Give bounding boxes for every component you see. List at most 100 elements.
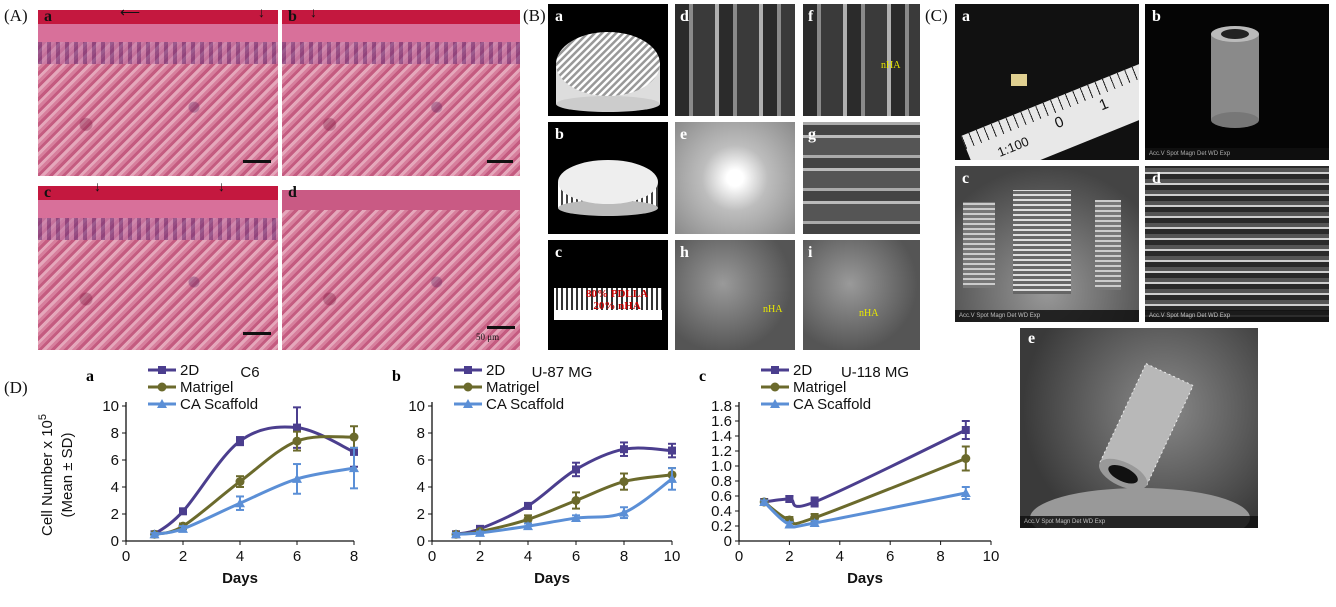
histology-image-c: [38, 180, 278, 350]
y-tick-label: 0.4: [711, 503, 732, 520]
data-point-marker: [293, 423, 301, 432]
y-axis-title: Cell Number x 105: [37, 414, 56, 536]
data-point-marker: [960, 488, 971, 497]
sublabel-a-a: a: [44, 8, 52, 25]
sublabel-c-c: c: [962, 170, 970, 187]
scaffold-disk-striped: [556, 32, 660, 112]
data-point-marker: [149, 529, 160, 539]
data-point-marker: [961, 454, 971, 463]
x-tick-label: 8: [350, 548, 358, 565]
y-tick-label: 0: [417, 533, 425, 550]
x-tick-label: 4: [836, 548, 844, 565]
data-point-marker: [785, 495, 794, 503]
y-tick-label: 8: [417, 425, 425, 442]
tube-drawing: [1211, 26, 1259, 128]
series-line-matrigel: [154, 435, 355, 536]
cad-image-a: [548, 4, 668, 116]
data-point-marker: [463, 382, 473, 392]
x-tick-label: 6: [886, 548, 894, 565]
data-point-marker: [157, 382, 167, 392]
cad-image-b: [548, 122, 668, 234]
x-tick-label: 0: [122, 548, 130, 565]
chart-panel-letter: a: [86, 368, 94, 385]
x-tick-label: 10: [664, 548, 681, 565]
x-tick-label: 8: [936, 548, 944, 565]
y-tick-label: 10: [102, 398, 119, 415]
sublabel-a-b: b: [288, 8, 297, 25]
y-tick-label: 0.6: [711, 488, 732, 505]
data-point-marker: [236, 437, 244, 446]
y-tick-label: 0: [111, 533, 119, 550]
nha-label: nHA: [763, 304, 783, 315]
sem-info-bar: Acc.V Spot Magn Det WD Exp: [1145, 148, 1329, 160]
nha-label: nHA: [859, 308, 879, 319]
panel-b-label: (B): [523, 6, 546, 25]
y-tick-label: 1.0: [711, 458, 732, 475]
data-point-marker: [179, 507, 187, 516]
x-tick-label: 10: [983, 548, 1000, 565]
data-point-marker: [571, 513, 581, 523]
chart-panel-letter: b: [392, 368, 401, 385]
data-point-marker: [475, 527, 485, 537]
y-tick-label: 1.8: [711, 398, 732, 415]
y-tick-label: 0.8: [711, 473, 732, 490]
arrow-down-icon: ↓: [258, 4, 265, 20]
data-point-marker: [524, 501, 532, 510]
y-tick-label: 1.4: [711, 428, 732, 445]
panel-a-label: (A): [4, 6, 28, 25]
data-point-marker: [157, 399, 167, 408]
panel-d-label: (D): [4, 378, 28, 397]
data-point-marker: [771, 366, 779, 374]
legend-label: 2D: [793, 362, 812, 379]
chart-title: U-118 MG: [841, 364, 909, 381]
y-tick-label: 2: [111, 506, 119, 523]
data-point-marker: [784, 519, 795, 529]
data-point-marker: [158, 366, 166, 374]
ruler: 1:100 0 1 2: [961, 49, 1139, 160]
histology-image-a: [38, 4, 278, 176]
data-point-marker: [178, 523, 188, 533]
data-point-marker: [235, 498, 245, 508]
sem-image-d: [675, 4, 795, 116]
sem-image-i: nHA: [803, 240, 920, 350]
data-point-marker: [523, 521, 533, 531]
x-tick-label: 8: [620, 548, 628, 565]
cad-image-c: 80% PDLLA 20% nHA: [548, 240, 668, 350]
sem-image-d: Acc.V Spot Magn Det WD Exp: [1145, 166, 1329, 322]
y-axis-title-line2: (Mean ± SD): [59, 433, 76, 518]
data-point-marker: [619, 507, 629, 517]
y-tick-label: 2: [417, 506, 425, 523]
series-line-2d: [764, 428, 967, 508]
data-point-marker: [571, 496, 581, 505]
arrow-left-icon: ⟵: [120, 4, 141, 20]
arrow-down-icon: ↓: [94, 178, 101, 194]
sublabel-b-g: g: [808, 126, 816, 143]
x-axis-title: Days: [847, 570, 883, 587]
series-line-ca-scaffold: [763, 491, 967, 529]
sem-info-bar: Acc.V Spot Magn Det WD Exp: [955, 310, 1139, 322]
sublabel-b-b: b: [555, 126, 564, 143]
sem-image-f: nHA: [803, 4, 920, 116]
sublabel-b-c: c: [555, 244, 563, 261]
scaffold-sample: [1011, 74, 1027, 86]
chart-title: U-87 MG: [532, 364, 593, 381]
panel-c-label: (C): [925, 6, 948, 25]
legend-label: CA Scaffold: [486, 396, 564, 413]
sublabel-b-i: i: [808, 244, 813, 261]
x-axis-title: Days: [534, 570, 570, 587]
legend-label: Matrigel: [793, 379, 846, 396]
series-line-2d: [153, 425, 355, 536]
nha-label: nHA: [881, 60, 901, 71]
scaffold-disk-solid: [558, 160, 658, 216]
legend-label: 2D: [180, 362, 199, 379]
legend-label: Matrigel: [486, 379, 539, 396]
data-point-marker: [620, 445, 628, 454]
data-point-marker: [451, 529, 461, 539]
data-point-marker: [770, 382, 780, 392]
data-point-marker: [667, 473, 677, 483]
y-tick-label: 4: [111, 479, 119, 496]
y-tick-label: 4: [417, 479, 425, 496]
legend-label: CA Scaffold: [180, 396, 258, 413]
sublabel-b-h: h: [680, 244, 689, 261]
data-point-marker: [349, 463, 359, 473]
